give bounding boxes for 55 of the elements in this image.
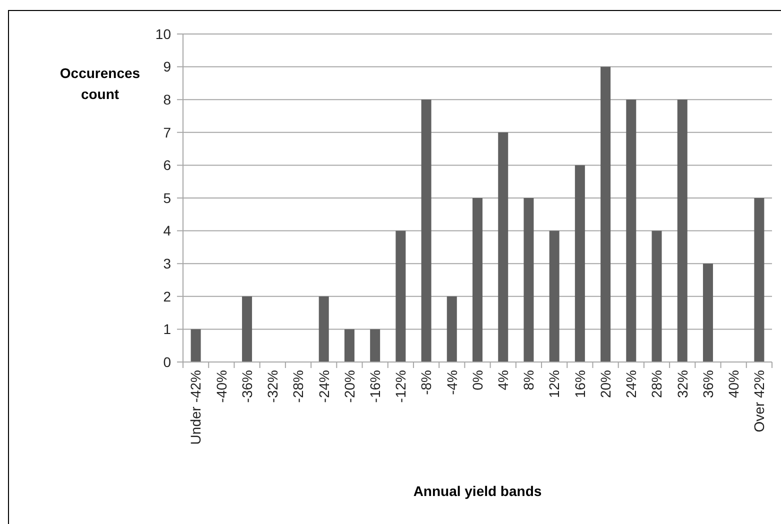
x-tick-label: 16% bbox=[572, 370, 588, 398]
bar bbox=[652, 230, 662, 362]
bar bbox=[677, 100, 688, 362]
y-tick-label: 9 bbox=[163, 58, 172, 75]
bar bbox=[446, 296, 457, 362]
bar bbox=[549, 230, 560, 362]
x-tick-label: -8% bbox=[418, 370, 434, 395]
bar bbox=[600, 66, 611, 362]
x-tick-label: 36% bbox=[700, 370, 716, 398]
bar bbox=[498, 132, 508, 362]
x-tick-label: 20% bbox=[597, 370, 614, 398]
x-tick-label: 8% bbox=[520, 370, 537, 390]
y-tick-label: 6 bbox=[163, 157, 172, 174]
bar bbox=[318, 296, 329, 362]
y-tick-label: 2 bbox=[163, 288, 172, 304]
x-tick-label: Over 42% bbox=[751, 370, 768, 432]
x-tick-label: -20% bbox=[341, 370, 358, 403]
x-tick-label: -16% bbox=[366, 370, 383, 403]
bar bbox=[370, 329, 380, 362]
y-tick-label: 3 bbox=[163, 256, 172, 272]
y-axis-title: Occurences count bbox=[60, 65, 140, 102]
y-tick-label: 1 bbox=[163, 321, 172, 338]
bar bbox=[344, 329, 354, 362]
y-tick-label: 4 bbox=[163, 222, 172, 239]
x-tick-label: -4% bbox=[444, 370, 460, 395]
x-tick-label: -24% bbox=[316, 370, 332, 403]
x-tick-label: 0% bbox=[469, 370, 486, 390]
x-tick-label: 32% bbox=[674, 370, 690, 398]
bar bbox=[242, 296, 252, 362]
bar bbox=[190, 329, 201, 362]
bar bbox=[626, 100, 636, 362]
x-tick-label: -12% bbox=[392, 370, 409, 403]
bar bbox=[421, 100, 432, 362]
y-tick-label: 8 bbox=[163, 92, 172, 108]
bar bbox=[702, 264, 713, 362]
x-axis-title: Annual yield bands bbox=[413, 483, 542, 499]
x-tick-label: -32% bbox=[264, 370, 281, 403]
x-tick-label: 4% bbox=[495, 370, 512, 390]
y-tick-label: 7 bbox=[163, 124, 172, 140]
bar bbox=[472, 198, 482, 362]
x-tick-label: -40% bbox=[213, 370, 230, 403]
y-tick-label: 5 bbox=[163, 190, 172, 206]
y-tick-label: 0 bbox=[163, 354, 172, 370]
x-tick-label: -36% bbox=[238, 370, 255, 403]
x-tick-label: Under -42% bbox=[188, 370, 204, 445]
x-tick-label: 24% bbox=[623, 370, 640, 398]
x-tick-label: 28% bbox=[648, 370, 665, 398]
bar bbox=[574, 165, 585, 362]
bar bbox=[524, 198, 534, 362]
y-tick-label: 10 bbox=[155, 26, 172, 42]
x-tick-label: 12% bbox=[546, 370, 562, 398]
x-tick-label: -28% bbox=[290, 370, 306, 403]
bar bbox=[754, 198, 764, 362]
bar bbox=[396, 230, 406, 362]
x-tick-label: 40% bbox=[725, 370, 742, 398]
